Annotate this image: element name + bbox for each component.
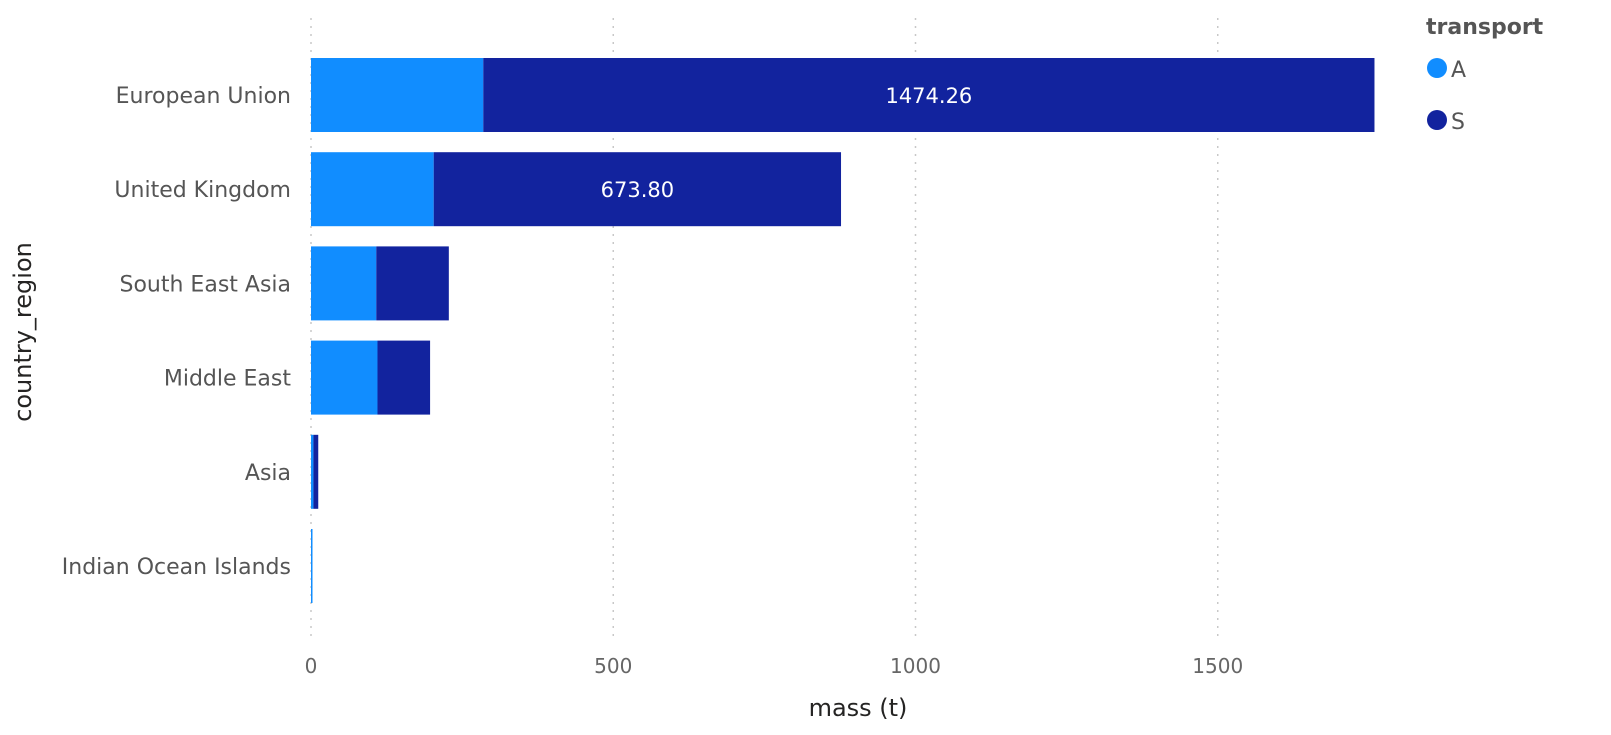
x-tick-labels: 0 500 1000 1500 [305,654,1244,678]
x-tick-label: 1500 [1192,654,1243,678]
legend-item-label[interactable]: S [1451,110,1465,135]
bar-a-middle-east[interactable] [311,340,378,415]
bar-a-asia[interactable] [311,434,314,509]
bar-s-european-union[interactable] [483,58,1375,132]
bar-a-european-union[interactable] [311,58,484,132]
bar-s-united-kingdom[interactable] [433,152,842,227]
legend-items: AS [1427,58,1466,135]
bar-a-indian-ocean-islands[interactable] [311,529,313,603]
bars [311,58,1375,603]
x-tick-label: 500 [594,654,632,678]
bar-s-asia[interactable] [313,434,319,509]
x-tick-label: 1000 [890,654,941,678]
x-axis-title: mass (t) [809,694,908,722]
legend-item-label[interactable]: A [1451,58,1466,83]
legend-marker-icon [1427,110,1447,130]
y-axis-title: country_region [9,242,37,422]
data-label: 1474.26 [885,84,972,108]
legend-title: transport [1426,15,1544,40]
category-label: United Kingdom [114,178,291,203]
category-label: Indian Ocean Islands [62,555,291,580]
bar-a-south-east-asia[interactable] [311,246,377,321]
category-label: South East Asia [120,272,292,297]
bar-a-united-kingdom[interactable] [311,152,434,227]
legend: transport AS [1426,15,1544,135]
x-tick-label: 0 [305,654,318,678]
legend-marker-icon [1427,58,1447,78]
bar-s-south-east-asia[interactable] [376,246,449,321]
data-label: 673.80 [601,178,674,202]
category-label: European Union [116,84,291,109]
category-label: Asia [245,461,291,486]
category-label: Middle East [164,367,292,392]
data-labels: 1474.26 673.80 [601,84,973,202]
bar-s-middle-east[interactable] [377,340,431,415]
category-labels: European Union United Kingdom South East A… [62,84,292,580]
